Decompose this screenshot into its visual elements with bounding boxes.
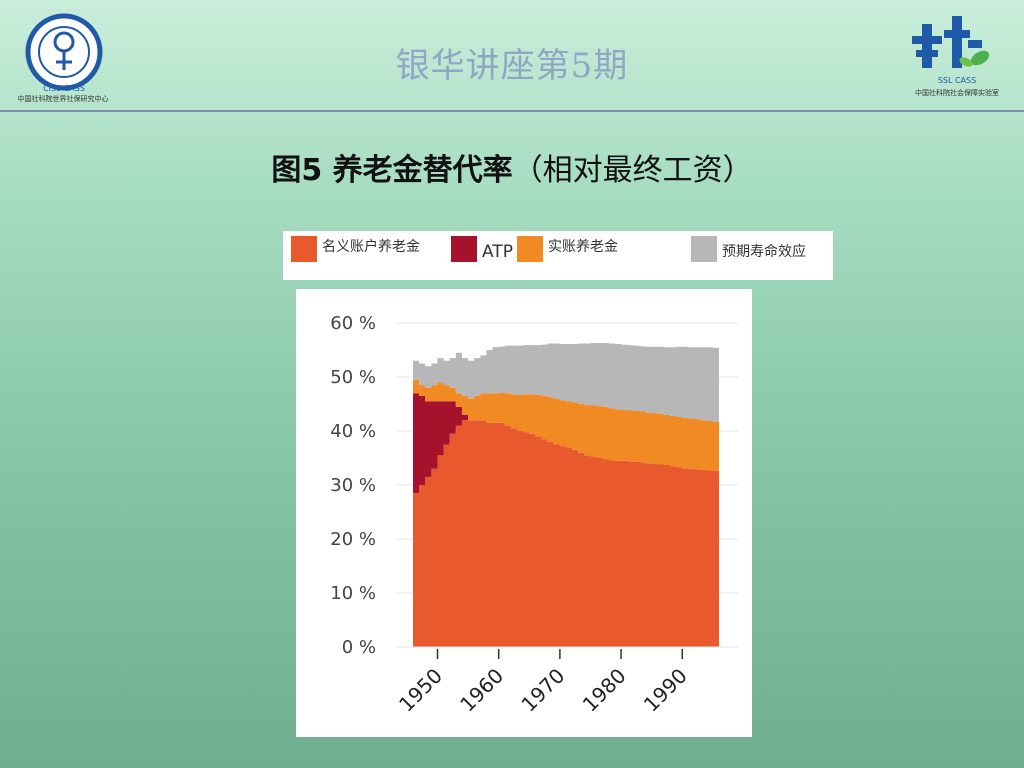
x-tick-label-1970: 1970 [516, 664, 569, 717]
slide-header: CISS CASS 中国社科院世界社保研究中心 银华讲座第5期 SSL CASS… [0, 0, 1024, 110]
legend-item-life: 预期寿命效应 [691, 236, 806, 262]
figure-title-bold: 图5 养老金替代率 [271, 153, 513, 188]
ssl-logo-icon [912, 16, 990, 68]
legend-swatch-atp [451, 236, 477, 262]
y-tick-label-20: 20 % [330, 529, 376, 550]
y-tick-label-50: 50 % [330, 367, 376, 388]
series-area-0 [413, 420, 719, 647]
left-logo-caption-1: CISS CASS [43, 84, 85, 93]
legend-swatch-life [691, 236, 717, 262]
y-tick-label-10: 10 % [330, 583, 376, 604]
series-area-2 [413, 379, 719, 471]
right-logo-caption-1: SSL CASS [937, 76, 977, 85]
series-area-1 [413, 393, 719, 494]
y-tick-label-60: 60 % [330, 313, 376, 334]
x-tick-label-1960: 1960 [455, 664, 508, 717]
chart-legend: 名义账户养老金 ATP 实账养老金 预期寿命效应 [283, 231, 833, 280]
y-tick-label-40: 40 % [330, 421, 376, 442]
legend-swatch-funded [517, 236, 543, 262]
legend-item-nominal: 名义账户养老金 [291, 236, 420, 262]
legend-label-atp: ATP [482, 242, 513, 262]
slide-title: 银华讲座第5期 [395, 46, 629, 86]
legend-item-funded: 实账养老金 [517, 236, 618, 262]
left-logo-caption-2: 中国社科院世界社保研究中心 [17, 95, 109, 103]
legend-item-atp: ATP [451, 236, 513, 262]
series-area-3 [413, 342, 719, 422]
replacement-rate-chart: 0 %10 %20 %30 %40 %50 %60 %1950 1960 1970 1… [330, 313, 738, 717]
figure-title-rest: （相对最终工资） [512, 153, 753, 188]
legend-label-funded: 实账养老金 [548, 239, 618, 255]
x-tick-label-1990: 1990 [639, 664, 692, 717]
chart-panel: 0 % 10 % 20 % 30 % 40 % 50 % 60 % 1950 1960 1970 1… [296, 289, 752, 737]
figure-title: 图5 养老金替代率（相对最终工资） [0, 145, 1024, 189]
ciss-logo-icon [25, 13, 103, 91]
header-divider [0, 110, 1024, 112]
legend-label-nominal: 名义账户养老金 [322, 239, 420, 255]
x-tick-label-1980: 1980 [578, 664, 631, 717]
legend-swatch-nominal [291, 236, 317, 262]
y-tick-label-30: 30 % [330, 475, 376, 496]
right-logo-caption-2: 中国社科院社会保障实验室 [915, 89, 999, 97]
legend-label-life: 预期寿命效应 [722, 244, 806, 260]
x-tick-label-1950: 1950 [394, 664, 447, 717]
y-tick-label-0: 0 % [342, 637, 376, 658]
